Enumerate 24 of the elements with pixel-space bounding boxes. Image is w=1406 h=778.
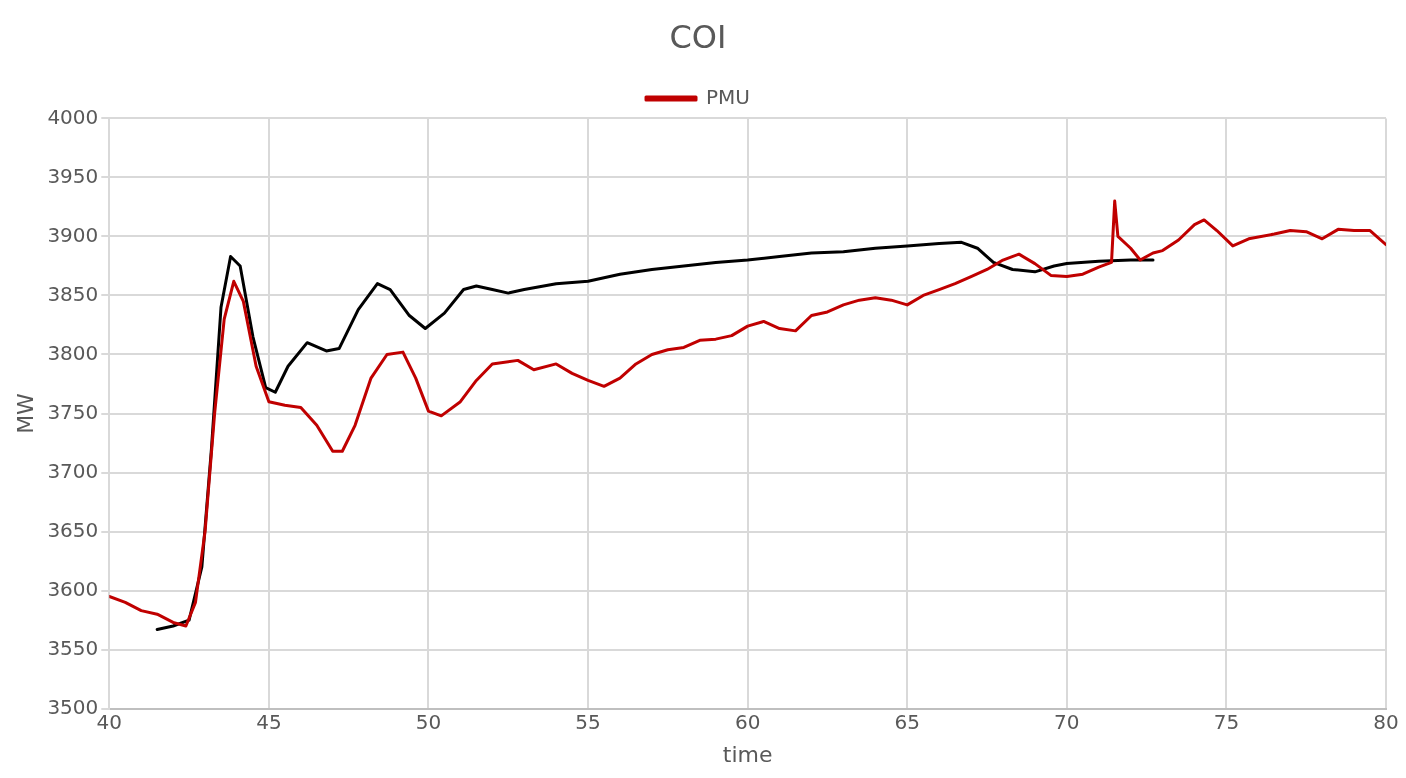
x-tick-label: 65 xyxy=(894,709,920,734)
y-tick-label: 3750 xyxy=(47,399,99,424)
x-tick-label: 70 xyxy=(1054,709,1080,734)
y-tick-label: 3650 xyxy=(47,517,99,542)
y-axis-title: MW xyxy=(12,392,38,434)
x-tick-label: 50 xyxy=(415,709,442,734)
x-axis-title: time xyxy=(722,741,773,767)
y-tick-label: 3550 xyxy=(47,635,99,660)
y-tick-label: 3600 xyxy=(47,576,99,601)
y-tick-label: 3950 xyxy=(47,163,99,188)
x-tick-label: 60 xyxy=(734,709,761,734)
x-tick-label: 80 xyxy=(1373,709,1399,734)
y-tick-label: 4000 xyxy=(47,104,99,129)
y-tick-label: 3900 xyxy=(47,222,99,247)
x-tick-label: 55 xyxy=(575,709,601,734)
x-tick-label: 40 xyxy=(96,709,123,734)
y-tick-label: 3850 xyxy=(47,281,99,306)
x-tick-label: 75 xyxy=(1213,709,1240,734)
x-tick-label: 45 xyxy=(256,709,282,734)
chart-title: COI xyxy=(669,17,727,56)
legend-label: PMU xyxy=(706,84,750,109)
y-tick-label: 3500 xyxy=(47,694,99,719)
y-tick-label: 3800 xyxy=(47,340,99,365)
y-tick-label: 3700 xyxy=(47,458,99,483)
